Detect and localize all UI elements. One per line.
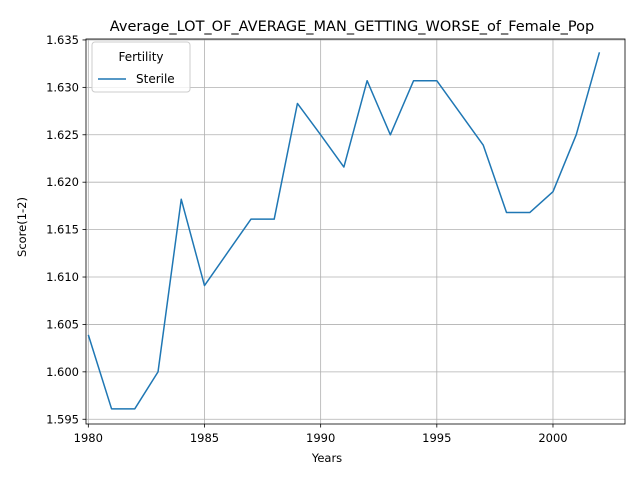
legend: Fertility Sterile xyxy=(91,41,191,93)
grid xyxy=(86,39,625,424)
y-tick-label: 1.620 xyxy=(46,175,79,189)
x-tick-label: 1980 xyxy=(74,431,103,445)
y-tick-label: 1.595 xyxy=(46,412,79,426)
y-tick-label: 1.615 xyxy=(46,223,79,237)
y-tick-label: 1.610 xyxy=(46,270,79,284)
series-line-sterile xyxy=(87,52,601,410)
y-tick-label: 1.625 xyxy=(46,128,79,142)
plot-area-frame xyxy=(85,38,626,425)
y-tick-label: 1.605 xyxy=(46,317,79,331)
x-tick-label: 1990 xyxy=(306,431,335,445)
series-layer xyxy=(87,52,601,410)
x-tick-label: 2000 xyxy=(538,431,567,445)
legend-label-sterile: Sterile xyxy=(136,72,175,86)
x-tick-label: 1985 xyxy=(190,431,219,445)
axis-ticks: 1980 1985 1990 1995 2000 1.595 1.600 1.605 1.610… xyxy=(46,33,568,445)
y-tick-label: 1.635 xyxy=(46,33,79,47)
legend-title: Fertility xyxy=(118,50,163,64)
y-axis-label: Score(1-2) xyxy=(15,197,29,257)
chart-title: Average_LOT_OF_AVERAGE_MAN_GETTING_WORSE… xyxy=(110,19,594,35)
x-axis-label: Years xyxy=(311,451,342,465)
y-tick-label: 1.600 xyxy=(46,365,79,379)
x-tick-label: 1995 xyxy=(422,431,451,445)
y-tick-label: 1.630 xyxy=(46,80,79,94)
